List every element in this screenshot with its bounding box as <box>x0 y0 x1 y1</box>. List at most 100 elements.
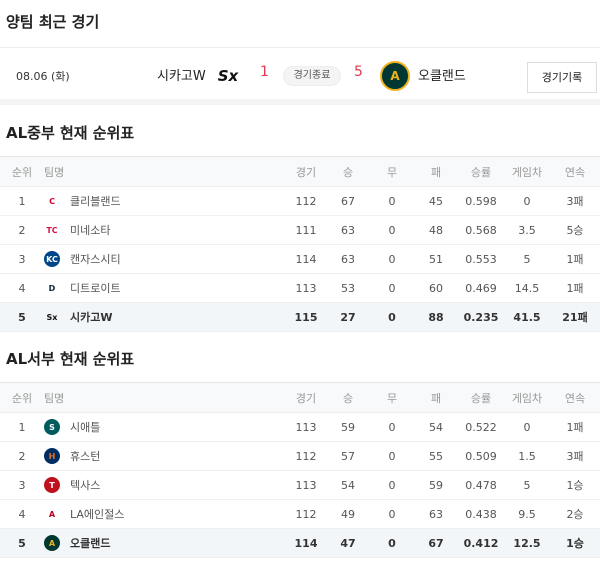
cell-games-behind: 41.5 <box>504 302 550 332</box>
cell-losses: 55 <box>414 441 458 471</box>
cell-streak: 21패 <box>550 302 600 332</box>
team-name[interactable]: 텍사스 <box>70 479 101 492</box>
table-row[interactable]: 3 T 텍사스 113 54 0 59 0.478 5 1승 <box>0 470 600 500</box>
cell-streak: 3패 <box>550 186 600 216</box>
cell-games: 112 <box>286 441 326 471</box>
cell-streak: 1패 <box>550 412 600 442</box>
team-name[interactable]: LA에인절스 <box>70 508 125 521</box>
cell-streak: 1패 <box>550 244 600 274</box>
header-streak: 연속 <box>550 382 600 413</box>
cell-wins: 63 <box>326 215 370 245</box>
cell-games-behind: 1.5 <box>504 441 550 471</box>
cell-games-behind: 0 <box>504 186 550 216</box>
cell-games-behind: 14.5 <box>504 273 550 303</box>
cell-losses: 59 <box>414 470 458 500</box>
cell-games: 113 <box>286 273 326 303</box>
header-losses: 패 <box>414 156 458 187</box>
cell-wins: 54 <box>326 470 370 500</box>
cell-team: T 텍사스 <box>44 470 286 500</box>
cell-losses: 54 <box>414 412 458 442</box>
team-name[interactable]: 클리블랜드 <box>70 195 121 208</box>
team-name[interactable]: 오클랜드 <box>70 537 111 550</box>
team-logo-icon: Sx <box>46 312 58 322</box>
header-losses: 패 <box>414 382 458 413</box>
table-row[interactable]: 2 TC 미네소타 111 63 0 48 0.568 3.5 5승 <box>0 215 600 245</box>
cell-games: 114 <box>286 244 326 274</box>
table-row[interactable]: 5 Sx 시카고W 115 27 0 88 0.235 41.5 21패 <box>0 302 600 332</box>
standings-title: AL서부 현재 순위표 <box>6 350 135 368</box>
cell-games-behind: 12.5 <box>504 528 550 558</box>
home-score: 5 <box>354 64 363 80</box>
cell-streak: 1승 <box>550 470 600 500</box>
cell-wins: 59 <box>326 412 370 442</box>
cell-losses: 60 <box>414 273 458 303</box>
header-games-behind: 게임차 <box>504 156 550 187</box>
team-logo-icon: C <box>49 196 55 206</box>
cell-draws: 0 <box>370 441 414 471</box>
table-row[interactable]: 3 KC 캔자스시티 114 63 0 51 0.553 5 1패 <box>0 244 600 274</box>
cell-wins: 27 <box>326 302 370 332</box>
table-row[interactable]: 1 S 시애틀 113 59 0 54 0.522 0 1패 <box>0 412 600 442</box>
cell-win-pct: 0.598 <box>458 186 504 216</box>
team-name[interactable]: 디트로이트 <box>70 282 121 295</box>
cell-team: A LA에인절스 <box>44 499 286 529</box>
game-date: 08.06 (화) <box>16 70 70 83</box>
cell-draws: 0 <box>370 302 414 332</box>
table-row[interactable]: 1 C 클리블랜드 112 67 0 45 0.598 0 3패 <box>0 186 600 216</box>
cell-rank: 2 <box>0 441 44 471</box>
team-logo-icon: KC <box>44 251 60 267</box>
game-status-badge: 경기종료 <box>283 66 341 86</box>
cell-wins: 57 <box>326 441 370 471</box>
header-streak: 연속 <box>550 156 600 187</box>
table-row[interactable]: 5 A 오클랜드 114 47 0 67 0.412 12.5 1승 <box>0 528 600 558</box>
away-score: 1 <box>260 64 269 80</box>
cell-rank: 1 <box>0 412 44 442</box>
header-rank: 순위 <box>0 156 44 187</box>
team-name[interactable]: 휴스턴 <box>70 450 101 463</box>
team-logo-icon: TC <box>46 225 58 235</box>
cell-games: 112 <box>286 499 326 529</box>
cell-games: 113 <box>286 412 326 442</box>
table-row[interactable]: 2 H 휴스턴 112 57 0 55 0.509 1.5 3패 <box>0 441 600 471</box>
cell-rank: 4 <box>0 499 44 529</box>
team-name[interactable]: 캔자스시티 <box>70 253 121 266</box>
header-rank: 순위 <box>0 382 44 413</box>
cell-wins: 47 <box>326 528 370 558</box>
header-team: 팀명 <box>44 156 286 187</box>
team-logo-icon: S <box>44 419 60 435</box>
cell-games-behind: 3.5 <box>504 215 550 245</box>
cell-draws: 0 <box>370 244 414 274</box>
cell-draws: 0 <box>370 470 414 500</box>
cell-draws: 0 <box>370 186 414 216</box>
cell-draws: 0 <box>370 528 414 558</box>
table-row[interactable]: 4 A LA에인절스 112 49 0 63 0.438 9.5 2승 <box>0 499 600 529</box>
cell-streak: 5승 <box>550 215 600 245</box>
cell-wins: 53 <box>326 273 370 303</box>
cell-win-pct: 0.412 <box>458 528 504 558</box>
cell-games: 111 <box>286 215 326 245</box>
cell-wins: 63 <box>326 244 370 274</box>
game-record-button[interactable]: 경기기록 <box>527 62 597 93</box>
team-logo-icon: D <box>48 283 56 293</box>
cell-rank: 3 <box>0 244 44 274</box>
cell-losses: 48 <box>414 215 458 245</box>
team-name[interactable]: 미네소타 <box>70 224 111 237</box>
cell-team: TC 미네소타 <box>44 215 286 245</box>
cell-games-behind: 9.5 <box>504 499 550 529</box>
standings-title: AL중부 현재 순위표 <box>6 124 135 142</box>
cell-losses: 88 <box>414 302 458 332</box>
team-name[interactable]: 시카고W <box>70 311 113 324</box>
header-games-behind: 게임차 <box>504 382 550 413</box>
header-games: 경기 <box>286 156 326 187</box>
cell-streak: 2승 <box>550 499 600 529</box>
cell-streak: 3패 <box>550 441 600 471</box>
cell-games-behind: 5 <box>504 244 550 274</box>
cell-win-pct: 0.509 <box>458 441 504 471</box>
cell-team: KC 캔자스시티 <box>44 244 286 274</box>
table-row[interactable]: 4 D 디트로이트 113 53 0 60 0.469 14.5 1패 <box>0 273 600 303</box>
away-team-name: 시카고W <box>157 69 206 84</box>
team-name[interactable]: 시애틀 <box>70 421 101 434</box>
cell-team: A 오클랜드 <box>44 528 286 558</box>
cell-games: 114 <box>286 528 326 558</box>
header-row: 순위 팀명 경기 승 무 패 승률 게임차 연속 <box>0 156 600 187</box>
